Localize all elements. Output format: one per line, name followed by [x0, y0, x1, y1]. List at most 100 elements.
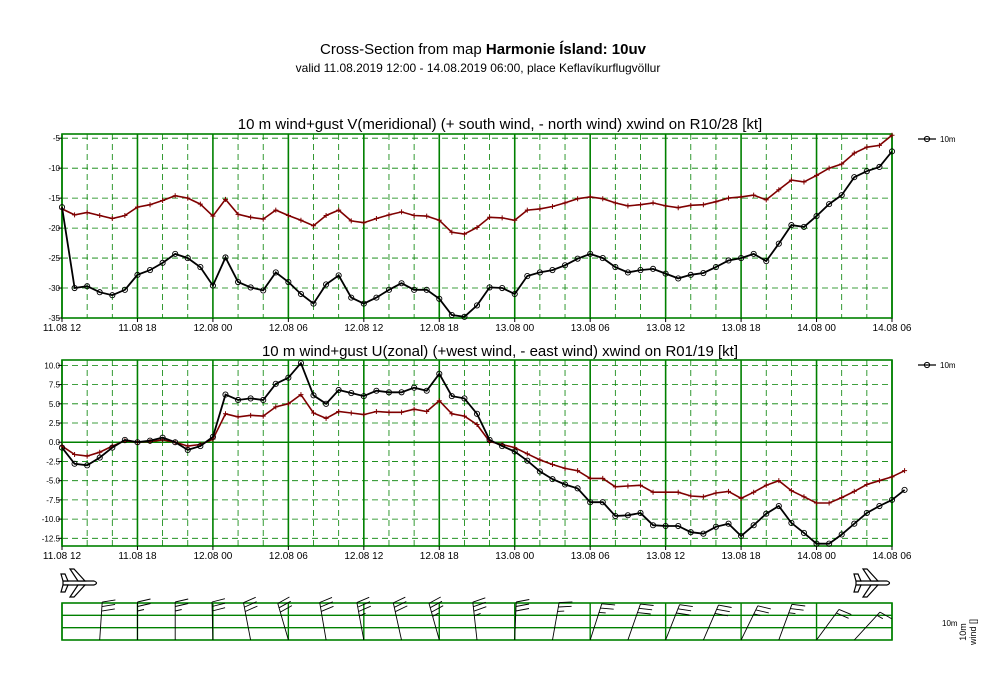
wind-barb	[99, 599, 116, 641]
gust-point	[386, 212, 392, 218]
x-tick-label: 13.08 12	[646, 323, 685, 334]
chart-title: 10 m wind+gust V(meridional) (+ south wi…	[238, 116, 762, 133]
page-title: Cross-Section from map Harmonie Ísland: …	[320, 41, 647, 58]
wind-point	[235, 278, 242, 286]
wind-barb	[243, 596, 258, 641]
gust-point	[587, 475, 593, 481]
gust-point	[826, 500, 832, 506]
gust-point	[612, 200, 618, 206]
y-tick-label: -10.0	[42, 515, 61, 524]
x-tick-label: 13.08 06	[571, 323, 610, 334]
wind-point	[775, 502, 782, 510]
wind-point	[335, 386, 342, 394]
page-title-bold: Harmonie Ísland: 10uv	[486, 41, 647, 58]
gust-point	[889, 132, 895, 138]
gust-point	[273, 404, 279, 410]
gust-point	[323, 213, 329, 219]
wind-point	[385, 389, 393, 396]
gust-point	[424, 408, 430, 414]
wind-point	[712, 523, 719, 530]
gust-point	[876, 142, 882, 148]
gust-point	[311, 410, 317, 416]
wind-barbs	[99, 596, 892, 641]
y-tick-label: 2.5	[49, 419, 61, 428]
gust-point	[147, 202, 153, 208]
wind-barb	[514, 599, 530, 641]
gust-point	[248, 214, 254, 220]
gust-point	[788, 488, 794, 494]
wind-point	[524, 457, 531, 464]
gust-point	[512, 217, 518, 223]
gust-point	[876, 478, 882, 484]
gust-point	[625, 483, 631, 489]
gust-point	[134, 204, 140, 210]
wind-point	[561, 262, 569, 269]
gust-point	[814, 172, 820, 178]
wind-point	[84, 283, 91, 290]
y-tick-label: -30	[48, 284, 60, 293]
gust-point	[625, 203, 631, 209]
wind-point	[813, 213, 820, 220]
gust-point	[474, 422, 480, 428]
wind-barb-panel: 10m 10m wind []	[60, 568, 978, 646]
wind-point	[159, 259, 166, 266]
gust-point	[562, 465, 568, 471]
wind-barb	[740, 605, 771, 641]
gust-point	[72, 212, 78, 218]
wind-point	[58, 444, 66, 451]
y-tick-label: -2.5	[46, 457, 60, 466]
x-tick-label: 14.08 00	[797, 323, 836, 334]
wind-point	[310, 392, 317, 399]
wind-point	[486, 436, 493, 443]
gust-point	[298, 392, 304, 398]
gust-point	[474, 224, 480, 230]
gust-point	[260, 413, 266, 419]
gust-point	[298, 217, 304, 223]
wind-point	[272, 269, 279, 276]
wind-point	[499, 284, 506, 292]
gust-point	[109, 216, 115, 222]
x-tick-label: 12.08 12	[344, 323, 383, 334]
y-tick-label: 10.0	[44, 361, 60, 370]
wind-barb	[627, 603, 654, 641]
wind-point	[788, 519, 795, 526]
y-tick-label: -12.5	[42, 534, 61, 543]
x-tick-label: 11.08 12	[43, 323, 82, 334]
wind-barb	[702, 604, 732, 641]
gust-point	[399, 409, 405, 415]
gust-point	[348, 218, 354, 224]
x-axis: 11.08 12 11.08 18 12.08 00 12.08 06 12.08 12…	[43, 318, 912, 334]
wind-point	[738, 255, 745, 262]
wind-point	[675, 275, 682, 282]
gust-point	[612, 484, 618, 490]
gust-point	[851, 488, 857, 494]
x-tick-label: 13.08 00	[495, 551, 534, 562]
x-tick-label: 12.08 12	[344, 551, 383, 562]
gust-point	[776, 187, 782, 193]
gust-point	[537, 206, 543, 212]
wind-point	[775, 240, 782, 247]
gust-point	[851, 150, 857, 156]
wind-point	[750, 250, 757, 257]
wind-point	[172, 439, 179, 446]
x-tick-label: 13.08 06	[571, 551, 610, 562]
wind-point	[536, 269, 543, 276]
wind-barb	[665, 604, 693, 641]
wind-barb	[211, 598, 226, 641]
y-tick-label: -35	[48, 314, 60, 323]
gust-point	[864, 144, 870, 150]
wind-point	[725, 520, 732, 527]
gust-point	[751, 489, 757, 495]
gust-point	[562, 200, 568, 206]
wind-point	[348, 389, 355, 397]
page-subtitle: valid 11.08.2019 12:00 - 14.08.2019 06:0…	[296, 61, 661, 75]
gust-point	[600, 196, 606, 202]
gust-point	[826, 165, 832, 171]
wind-point	[624, 512, 631, 519]
gust-point	[487, 214, 493, 220]
wind-point	[448, 393, 455, 400]
legend-marker	[923, 135, 931, 143]
gust-point	[650, 200, 656, 206]
plot-frame	[61, 359, 893, 547]
wind-point	[323, 281, 330, 288]
